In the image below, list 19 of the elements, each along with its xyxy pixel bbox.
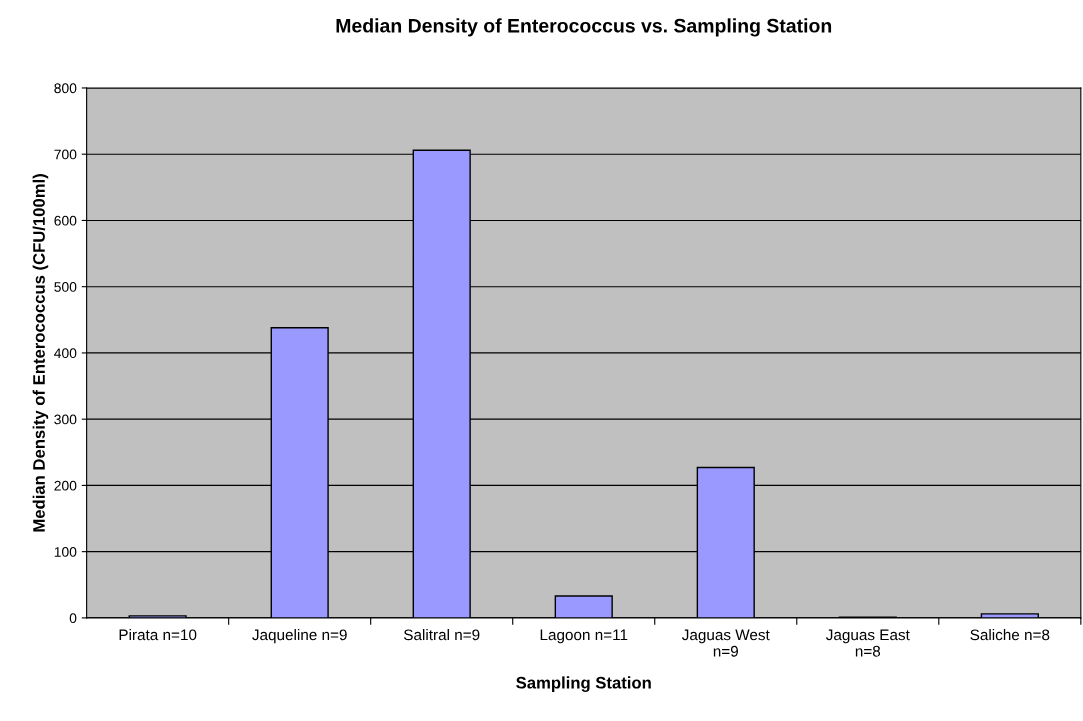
x-tick-label: Lagoon n=11 xyxy=(540,629,628,644)
y-tick-label: 0 xyxy=(69,613,77,624)
chart-title: Median Density of Enterococcus vs. Sampling Station xyxy=(336,18,832,37)
y-tick-label: 600 xyxy=(54,215,77,226)
y-tick-label: 800 xyxy=(54,83,77,94)
x-tick-label: Pirata n=10 xyxy=(119,629,197,641)
y-tick-label: 400 xyxy=(54,348,77,359)
y-tick-label: 100 xyxy=(54,546,77,557)
x-tick-label: Jaguas West n=9 xyxy=(681,629,770,657)
y-axis-title: Median Density of Enterococcus (CFU/100ml) xyxy=(32,174,49,532)
y-tick-label: 200 xyxy=(54,480,77,491)
y-tick-label: 300 xyxy=(54,414,77,425)
y-tick-label: 700 xyxy=(54,149,77,160)
x-tick-label: Jaguas East n=8 xyxy=(825,629,910,657)
x-axis-title: Sampling Station xyxy=(516,676,651,692)
x-tick-label: Salitral n=9 xyxy=(403,629,480,641)
y-tick-label: 500 xyxy=(54,282,77,292)
x-tick-label: Saliche n=8 xyxy=(970,629,1050,641)
x-tick-label: Jaqueline n=9 xyxy=(252,629,347,644)
